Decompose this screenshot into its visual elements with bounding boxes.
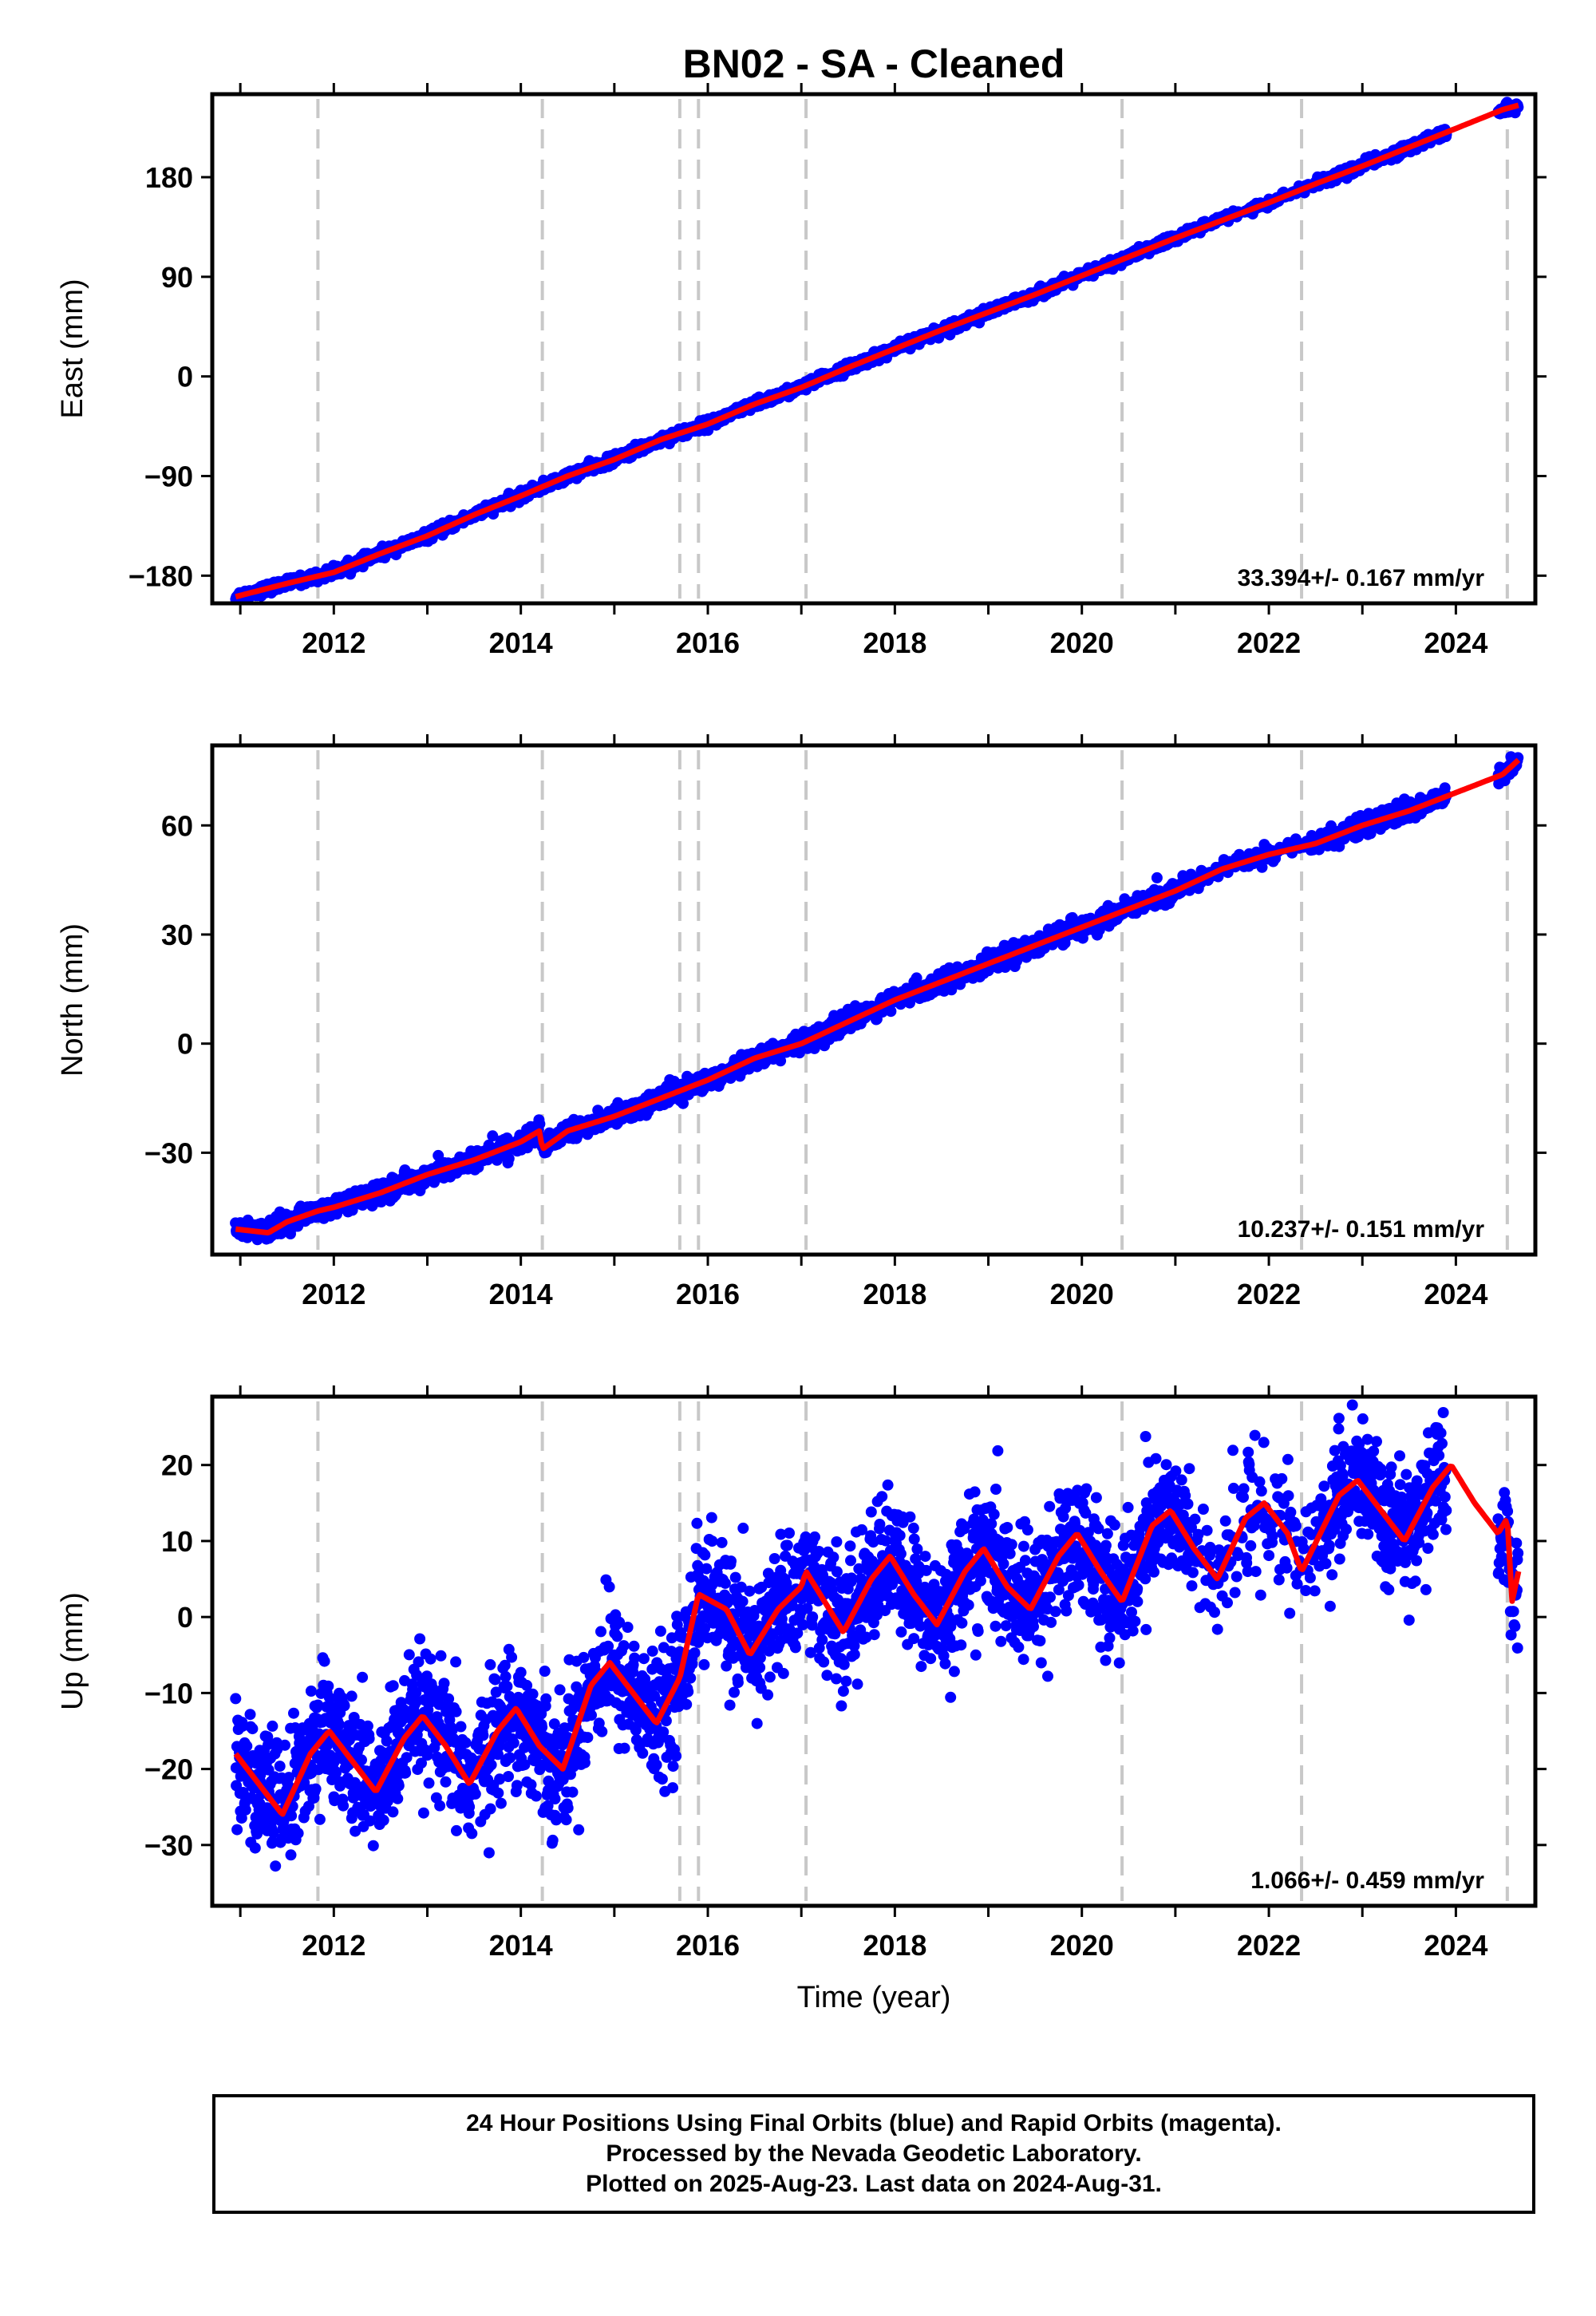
data-point — [279, 1739, 290, 1751]
panel-north: −30 0 30 60 2012 2014 2016 2018 2020 2022 2024 Nort… — [56, 734, 1547, 1310]
ytick-label: 0 — [177, 1028, 193, 1061]
data-point — [274, 1761, 286, 1773]
data-point — [267, 1827, 279, 1839]
ytick-label: 180 — [145, 161, 193, 194]
xtick-label: 2024 — [1424, 1278, 1487, 1310]
data-point — [270, 1860, 282, 1872]
ytick-label: 0 — [177, 361, 193, 393]
data-point — [251, 1828, 263, 1840]
xtick-label: 2024 — [1424, 626, 1487, 659]
data-point — [285, 1849, 297, 1861]
panel-east: −180 −90 0 90 180 2012 2014 2016 2018 2020 2022 202… — [56, 83, 1547, 659]
ytick-label: −30 — [144, 1136, 193, 1169]
ytick-label: −90 — [144, 460, 193, 493]
xtick-label: 2012 — [302, 626, 365, 659]
xtick-label: 2020 — [1050, 626, 1114, 659]
rate-label-north: 10.237+/- 0.151 mm/yr — [1238, 1216, 1485, 1243]
xtick-label: 2022 — [1237, 1278, 1301, 1310]
data-point — [503, 1152, 515, 1164]
data-point — [678, 1097, 689, 1109]
data-points-east — [230, 97, 1524, 603]
data-point — [288, 1707, 299, 1719]
ylabel-east: East (mm) — [56, 279, 89, 418]
data-point — [231, 1824, 243, 1836]
data-point — [239, 1804, 251, 1816]
xtick-label: 2014 — [489, 1278, 553, 1310]
data-point — [534, 1118, 546, 1130]
data-point — [244, 1709, 256, 1721]
xtick-label: 2016 — [676, 626, 740, 659]
xtick-label: 2022 — [1237, 626, 1301, 659]
data-point — [1151, 871, 1163, 883]
ytick-label: −180 — [128, 559, 193, 592]
xtick-label: 2016 — [676, 1278, 740, 1310]
data-point — [1365, 828, 1377, 840]
data-point — [885, 1006, 897, 1018]
data-points-up — [230, 1399, 1524, 1872]
plot-frame-east — [210, 92, 1538, 606]
data-point — [241, 1740, 253, 1752]
xtick-label: 2020 — [1050, 1278, 1114, 1310]
xtick-label: 2012 — [302, 1278, 365, 1310]
data-point — [230, 1693, 242, 1705]
ytick-label: 90 — [161, 261, 193, 294]
data-points-north — [230, 751, 1524, 1246]
model-line-north — [235, 757, 1521, 1236]
data-point — [237, 1787, 249, 1798]
data-point — [236, 1721, 248, 1733]
data-point — [247, 1723, 259, 1735]
chart-title: BN02 - SA - Cleaned — [683, 41, 1065, 86]
data-point — [911, 972, 922, 984]
data-point — [487, 1130, 499, 1142]
ytick-label: 60 — [161, 809, 193, 842]
data-point — [267, 1720, 279, 1732]
data-point — [1256, 861, 1268, 873]
data-point — [249, 1842, 261, 1854]
data-point — [263, 1738, 275, 1750]
model-line-east — [235, 102, 1519, 600]
data-point — [292, 1828, 304, 1840]
ylabel-north: North (mm) — [56, 923, 89, 1077]
rate-label-east: 33.394+/- 0.167 mm/yr — [1238, 565, 1485, 591]
data-point — [283, 1772, 294, 1784]
xtick-label: 2018 — [863, 1278, 926, 1310]
data-point — [286, 1810, 298, 1822]
ytick-label: 30 — [161, 919, 193, 951]
xtick-label: 2014 — [489, 626, 553, 659]
xtick-label: 2018 — [863, 626, 926, 659]
plot-frame-north — [210, 743, 1538, 1257]
